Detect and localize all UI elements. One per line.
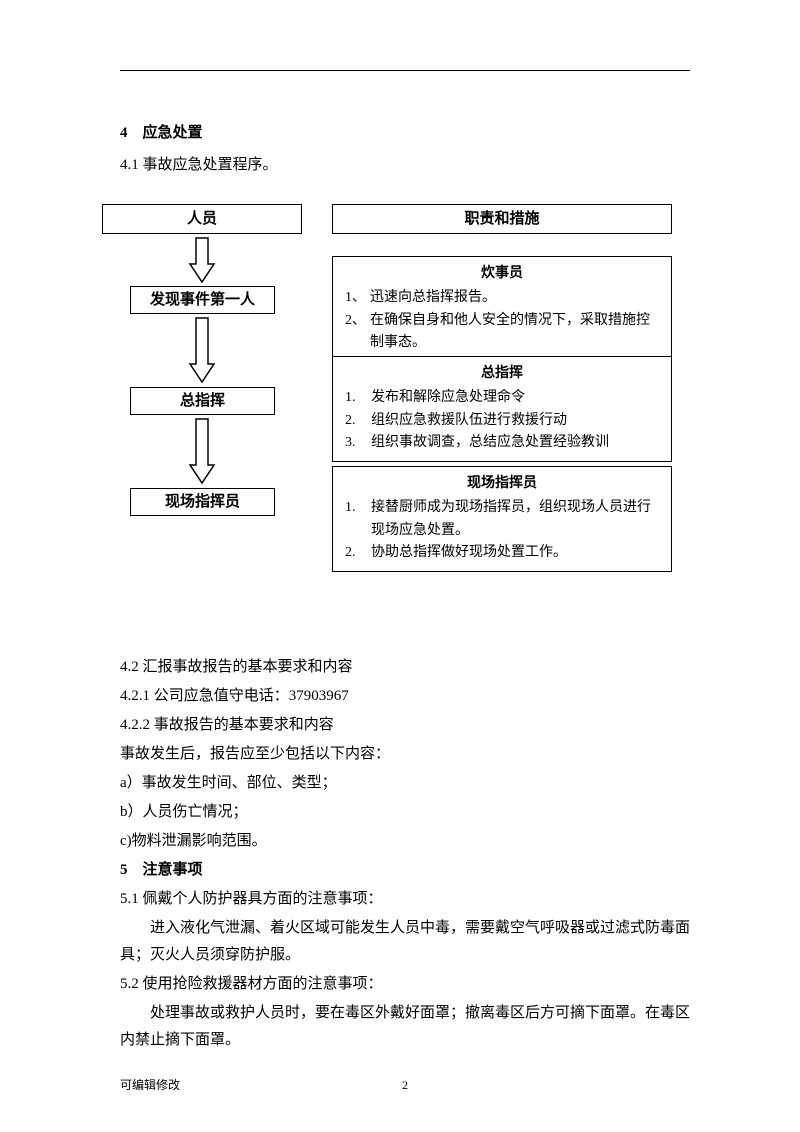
section-4-heading: 4 应急处置 [120,120,690,147]
flow-header-right: 职责和措施 [332,204,672,234]
p-5-1: 5.1 佩戴个人防护器具方面的注意事项： [120,886,690,913]
flow-box-scene-commander: 现场指挥员 [130,488,275,516]
list-item: 3.组织事故调查，总结应急处置经验教训 [345,432,659,454]
resp-2-list: 1.发布和解除应急处理命令 2.组织应急救援队伍进行救援行动 3.组织事故调查，… [345,387,659,454]
flow-box-commander: 总指挥 [130,387,275,415]
section-5-heading: 5 注意事项 [120,857,690,884]
p-item-c: c)物料泄漏影响范围。 [120,828,690,855]
resp-3-list: 1.接替厨师成为现场指挥员，组织现场人员进行现场应急处置。 2.协助总指挥做好现… [345,497,659,564]
p-item-a: a）事故发生时间、部位、类型； [120,770,690,797]
section-5-title: 注意事项 [143,862,203,878]
arrow-down-icon [188,316,216,384]
p-5-1-text: 进入液化气泄漏、着火区域可能发生人员中毒，需要戴空气呼吸器或过滤式防毒面具；灭火… [120,915,690,969]
flow-header-left-text: 人员 [187,206,217,233]
list-item: 1、迅速向总指挥报告。 [345,287,659,309]
flowchart: 人员 职责和措施 发现事件第一人 炊事员 1、迅速向总指挥报告。 2、在确保自身… [120,204,690,624]
p-4-2: 4.2 汇报事故报告的基本要求和内容 [120,654,690,681]
list-item: 2.组织应急救援队伍进行救援行动 [345,410,659,432]
resp-2-title: 总指挥 [345,363,659,385]
p-5-2-text: 处理事故或救护人员时，要在毒区外戴好面罩；撤离毒区后方可摘下面罩。在毒区内禁止摘… [120,1000,690,1054]
section-5-number: 5 [120,862,128,878]
list-item: 2.协助总指挥做好现场处置工作。 [345,542,659,564]
list-item: 1.接替厨师成为现场指挥员，组织现场人员进行现场应急处置。 [345,497,659,542]
flow-header-left: 人员 [102,204,302,234]
flow-box-discoverer: 发现事件第一人 [130,286,275,314]
p-4-2-2: 4.2.2 事故报告的基本要求和内容 [120,712,690,739]
resp-box-commander: 总指挥 1.发布和解除应急处理命令 2.组织应急救援队伍进行救援行动 3.组织事… [332,356,672,462]
document-page: 4 应急处置 4.1 事故应急处置程序。 人员 职责和措施 发现事件第一人 炊事… [0,0,800,1132]
resp-3-title: 现场指挥员 [345,473,659,495]
p-4-2-1: 4.2.1 公司应急值守电话：37903967 [120,683,690,710]
p-report-intro: 事故发生后，报告应至少包括以下内容： [120,741,690,768]
section-number: 4 [120,125,128,141]
arrow-down-icon [188,236,216,284]
resp-1-title: 炊事员 [345,263,659,285]
resp-1-list: 1、迅速向总指挥报告。 2、在确保自身和他人安全的情况下，采取措施控制事态。 [345,287,659,354]
flow-box-1-text: 发现事件第一人 [150,287,255,314]
resp-box-scene: 现场指挥员 1.接替厨师成为现场指挥员，组织现场人员进行现场应急处置。 2.协助… [332,466,672,572]
resp-box-cook: 炊事员 1、迅速向总指挥报告。 2、在确保自身和他人安全的情况下，采取措施控制事… [332,256,672,362]
body-text: 4.2 汇报事故报告的基本要求和内容 4.2.1 公司应急值守电话：379039… [120,654,690,1054]
p-5-2: 5.2 使用抢险救援器材方面的注意事项： [120,971,690,998]
list-item: 1.发布和解除应急处理命令 [345,387,659,409]
section-title-text: 应急处置 [143,125,203,141]
header-rule [120,70,690,71]
flow-header-right-text: 职责和措施 [464,206,539,233]
flow-box-3-text: 现场指挥员 [165,489,240,516]
list-item: 2、在确保自身和他人安全的情况下，采取措施控制事态。 [345,310,659,355]
footer-left: 可编辑修改 [120,1075,180,1097]
page-number: 2 [402,1075,408,1097]
footer: 可编辑修改 2 [120,1075,690,1097]
arrow-down-icon [188,417,216,485]
p-item-b: b）人员伤亡情况； [120,799,690,826]
section-4-1: 4.1 事故应急处置程序。 [120,152,690,179]
flow-box-2-text: 总指挥 [180,388,225,415]
